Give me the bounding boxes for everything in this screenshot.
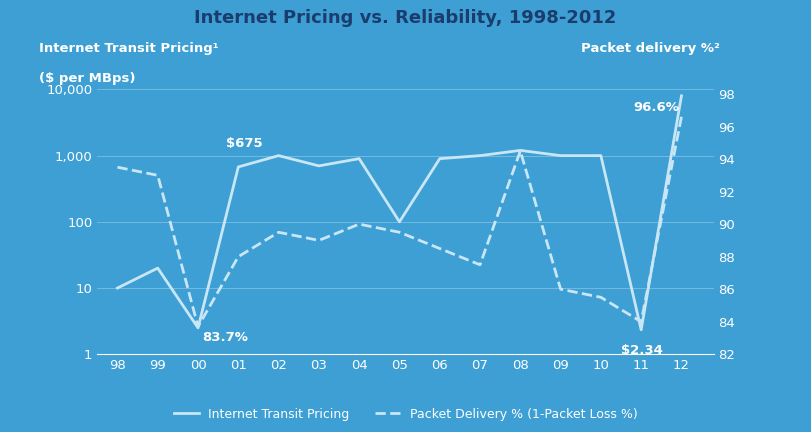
Text: Internet Transit Pricing¹: Internet Transit Pricing¹ — [39, 42, 218, 55]
Text: Packet delivery %²: Packet delivery %² — [581, 42, 720, 55]
Text: $2.34: $2.34 — [621, 344, 663, 358]
Text: $675: $675 — [226, 137, 263, 150]
Text: Internet Pricing vs. Reliability, 1998-2012: Internet Pricing vs. Reliability, 1998-2… — [195, 9, 616, 27]
Legend: Internet Transit Pricing, Packet Delivery % (1-Packet Loss %): Internet Transit Pricing, Packet Deliver… — [169, 403, 642, 426]
Text: ($ per MBps): ($ per MBps) — [39, 72, 135, 85]
Text: 83.7%: 83.7% — [202, 331, 248, 344]
Text: 96.6%: 96.6% — [633, 101, 679, 114]
